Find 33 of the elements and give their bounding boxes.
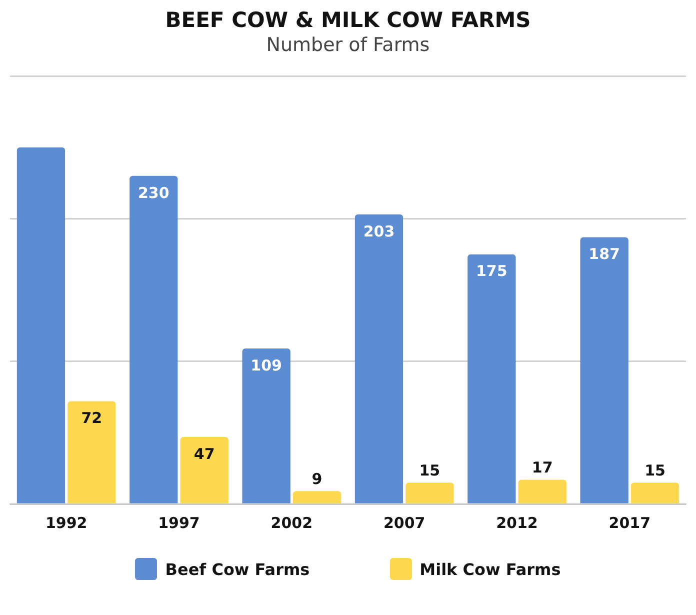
data-label: 15 [644,461,666,480]
x-tick-label: 2017 [608,514,651,532]
x-tick-label: 1997 [158,514,200,532]
bar [580,237,628,504]
x-tick-label: 2012 [496,514,538,532]
bar [354,214,404,504]
legend-label: Milk Cow Farms [420,560,561,578]
chart-subtitle: Number of Farms [265,34,431,56]
bar [518,480,566,504]
bar [130,176,178,504]
x-tick-label: 2007 [383,514,426,532]
legend-label: Beef Cow Farms [165,560,310,578]
data-label: 15 [419,461,440,480]
bar [630,482,680,504]
data-label: 187 [588,245,620,264]
data-label: 175 [476,262,508,280]
data-label: 72 [81,409,102,428]
x-tick-label: 1992 [45,514,88,532]
bar [292,491,342,504]
bar [242,348,290,504]
data-label: 109 [250,356,282,374]
data-label: 9 [312,470,322,488]
data-label: 203 [363,222,395,240]
data-label: 47 [194,444,215,463]
bar [180,436,228,504]
bar [406,482,454,504]
data-label: 230 [138,184,170,202]
bar [16,147,66,504]
bar [468,254,516,504]
chart-title: BEEF COW & MILK COW FARMS [164,8,532,32]
data-label: 17 [532,458,553,477]
bar [68,401,116,504]
x-tick-label: 2002 [270,514,313,532]
